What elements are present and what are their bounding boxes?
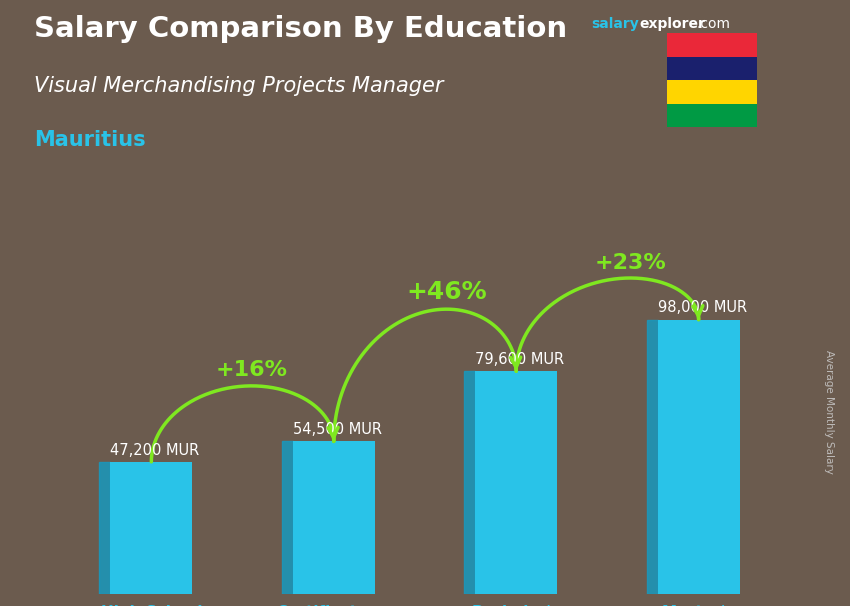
FancyBboxPatch shape bbox=[475, 371, 558, 594]
Bar bbox=[667, 104, 756, 127]
Text: +46%: +46% bbox=[407, 280, 487, 304]
Text: 79,600 MUR: 79,600 MUR bbox=[475, 352, 564, 367]
Polygon shape bbox=[464, 371, 475, 594]
Polygon shape bbox=[647, 320, 658, 594]
Polygon shape bbox=[99, 462, 110, 594]
Text: 54,500 MUR: 54,500 MUR bbox=[293, 422, 382, 437]
Text: .com: .com bbox=[697, 17, 731, 31]
Text: Visual Merchandising Projects Manager: Visual Merchandising Projects Manager bbox=[34, 76, 444, 96]
FancyBboxPatch shape bbox=[292, 441, 375, 594]
Text: Mauritius: Mauritius bbox=[34, 130, 145, 150]
Text: Average Monthly Salary: Average Monthly Salary bbox=[824, 350, 834, 474]
Text: salary: salary bbox=[591, 17, 638, 31]
Polygon shape bbox=[282, 441, 292, 594]
FancyBboxPatch shape bbox=[658, 320, 740, 594]
Text: +23%: +23% bbox=[595, 253, 666, 273]
Text: Salary Comparison By Education: Salary Comparison By Education bbox=[34, 15, 567, 43]
Text: explorer: explorer bbox=[639, 17, 706, 31]
Bar bbox=[667, 80, 756, 104]
Bar bbox=[667, 33, 756, 57]
Text: 98,000 MUR: 98,000 MUR bbox=[658, 301, 747, 315]
Bar bbox=[667, 57, 756, 80]
Text: 47,200 MUR: 47,200 MUR bbox=[110, 442, 200, 458]
Text: +16%: +16% bbox=[216, 361, 288, 381]
FancyBboxPatch shape bbox=[110, 462, 192, 594]
